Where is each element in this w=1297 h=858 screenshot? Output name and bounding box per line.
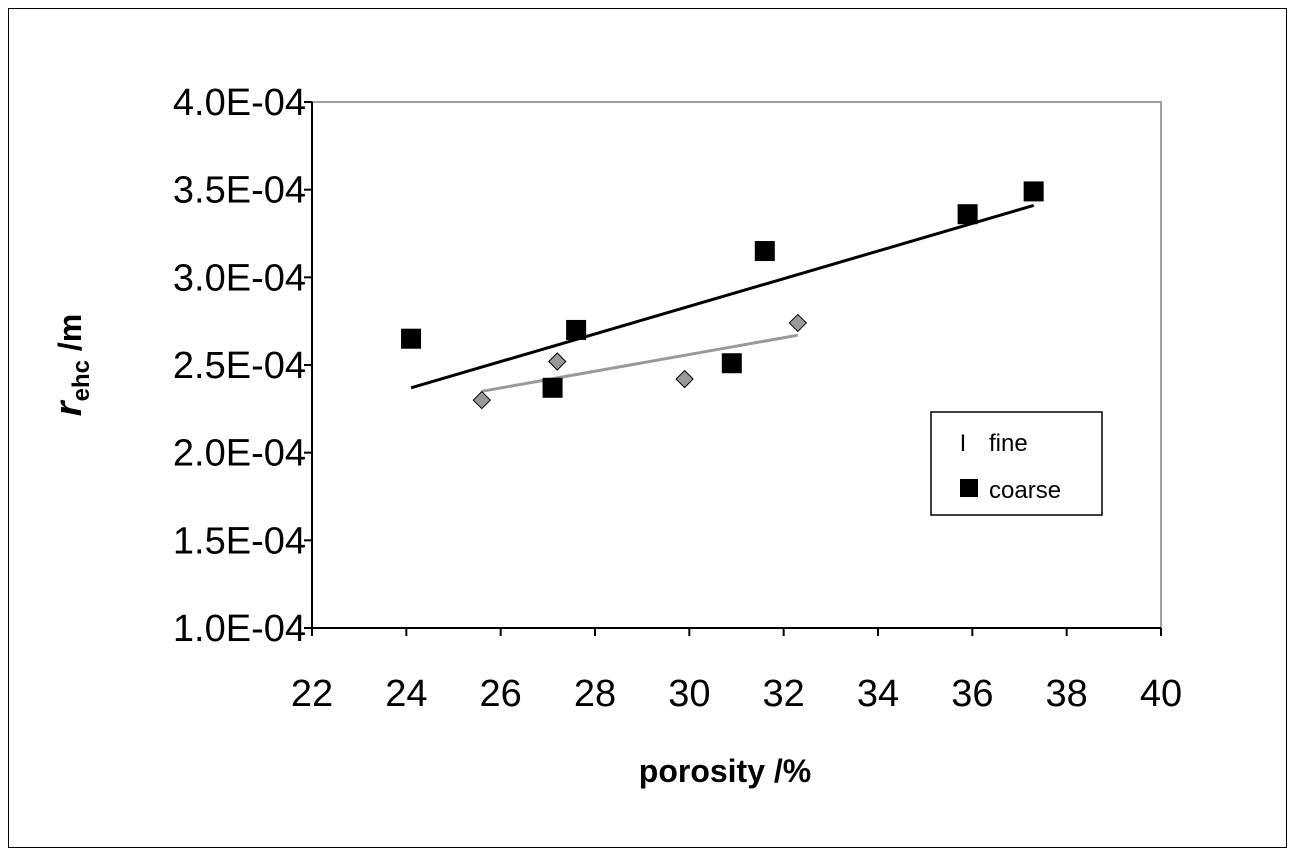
trendline-coarse: [410, 204, 1035, 390]
y-axis-ticks: 1.0E-04 1.5E-04 2.0E-04 2.5E-04 3.0E-04 3.5E-…: [173, 82, 312, 650]
trendline-fine: [481, 333, 799, 393]
legend-fine-label: fine: [989, 430, 1028, 457]
legend-coarse-label: coarse: [989, 477, 1061, 504]
x-tick-label: 22: [291, 673, 333, 715]
point-coarse: [721, 353, 742, 374]
y-axis-title-symbol: r: [48, 399, 90, 416]
point-coarse: [401, 328, 422, 349]
x-tick-label: 32: [763, 673, 805, 715]
x-tick-label: 36: [951, 673, 993, 715]
point-coarse: [754, 241, 775, 262]
x-tick-label: 38: [1046, 673, 1088, 715]
y-tick-label: 1.0E-04: [173, 608, 306, 650]
legend-coarse-marker: [960, 479, 978, 497]
x-tick-label: 28: [574, 673, 616, 715]
legend-box: [930, 411, 1103, 516]
point-fine: [472, 390, 492, 410]
point-coarse: [1023, 181, 1044, 202]
y-axis-title-unit: /m: [52, 314, 88, 360]
x-tick-label: 30: [668, 673, 710, 715]
y-tick-label: 1.5E-04: [173, 520, 306, 562]
point-coarse: [957, 204, 978, 225]
legend-fine-marker: I: [960, 430, 967, 457]
y-tick-label: 4.0E-04: [173, 82, 306, 124]
trendlines: [410, 204, 1035, 393]
x-axis-ticks: 22 24 26 28 30 32 34 36 38 40: [291, 628, 1182, 715]
y-tick-label: 3.5E-04: [173, 170, 306, 212]
point-fine: [548, 352, 567, 371]
point-coarse: [566, 319, 587, 340]
y-tick-label: 3.0E-04: [173, 257, 306, 299]
point-coarse: [542, 377, 563, 398]
x-tick-label: 40: [1140, 673, 1182, 715]
y-tick-label: 2.0E-04: [173, 433, 306, 475]
legend: I fine coarse: [930, 411, 1103, 516]
y-axis-title: rehc /m: [48, 314, 95, 416]
x-tick-label: 24: [385, 673, 427, 715]
x-tick-label: 34: [857, 673, 899, 715]
x-axis-title: porosity /%: [639, 753, 811, 789]
point-fine: [788, 313, 808, 333]
x-tick-label: 26: [480, 673, 522, 715]
y-axis-title-subscript: ehc: [68, 360, 95, 401]
data-points: [401, 181, 1044, 410]
point-fine: [675, 369, 694, 389]
y-tick-label: 2.5E-04: [173, 345, 306, 387]
